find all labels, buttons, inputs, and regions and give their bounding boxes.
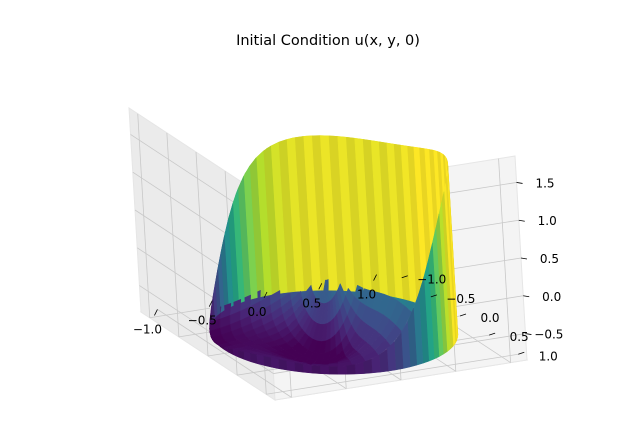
z-tick-label: 1.0 [538, 214, 557, 228]
surface-wall [278, 359, 288, 371]
z-tick-label: 0.5 [540, 252, 559, 266]
x-tick [318, 283, 323, 290]
x-tick-label: 1.0 [357, 288, 376, 302]
x-tick [263, 291, 268, 299]
z-tick [523, 295, 530, 298]
surface-wall [270, 357, 280, 370]
z-tick [518, 219, 525, 222]
surface-wall [311, 365, 322, 374]
y-tick-label: 0.5 [510, 330, 529, 344]
x-tick [208, 300, 213, 307]
x-tick-label: −0.5 [188, 314, 217, 328]
x-tick [373, 274, 377, 281]
surface-plot [209, 135, 459, 375]
y-tick [518, 351, 525, 355]
surface-wall [250, 353, 258, 365]
surface-wall [294, 362, 305, 373]
z-tick [520, 257, 528, 260]
surface-wall [328, 366, 339, 375]
z-tick-label: 0.0 [542, 290, 561, 304]
surface-wall [303, 364, 313, 374]
z-tick-label: −0.5 [534, 328, 563, 342]
axis-ticks: −1.0−0.50.00.51.0−1.0−0.50.00.51.0−0.50.… [133, 176, 564, 363]
y-tick [459, 313, 467, 317]
chart-title: Initial Condition u(x, y, 0) [236, 33, 420, 49]
z-tick [525, 333, 532, 335]
x-tick-label: 0.0 [247, 305, 266, 319]
surface-wall [263, 355, 272, 368]
y-tick-label: 0.0 [480, 311, 499, 325]
y-tick [489, 332, 496, 336]
y-tick-label: −1.0 [417, 273, 446, 287]
x-tick [154, 309, 158, 316]
z-tick [516, 182, 523, 184]
surface-wall [346, 364, 356, 375]
y-tick [430, 294, 437, 298]
surface-wall [286, 360, 296, 372]
x-tick-label: −1.0 [133, 322, 162, 336]
y-tick-label: 1.0 [539, 349, 558, 363]
surface-wall [354, 361, 365, 375]
surface-wall [256, 354, 265, 366]
x-tick-label: 0.5 [302, 296, 321, 310]
y-tick-label: −0.5 [446, 292, 475, 306]
surface-face [324, 363, 339, 367]
surface-wall [337, 365, 348, 375]
surface-wall [320, 366, 330, 375]
y-tick [401, 275, 408, 279]
gridline-y-floor [266, 353, 519, 395]
z-tick-label: 1.5 [535, 176, 554, 190]
